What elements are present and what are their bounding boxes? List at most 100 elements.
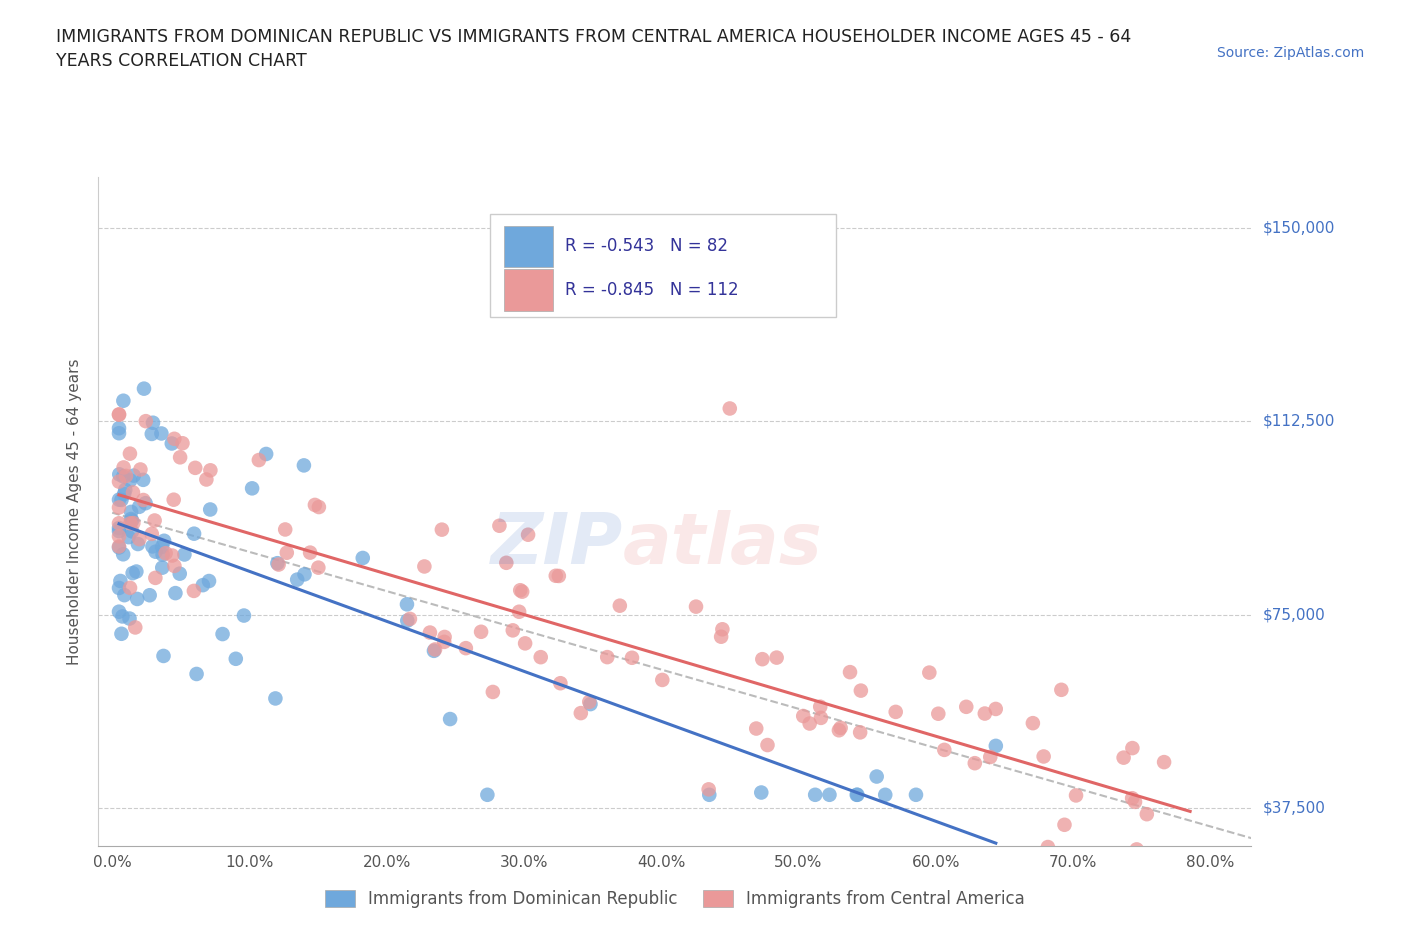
FancyBboxPatch shape (491, 214, 837, 317)
Point (547, 568, 569, 583)
Point (718, 401, 741, 416)
Point (172, 436, 194, 451)
Point (108, 426, 131, 441)
Point (799, 716, 821, 731)
Point (697, 788, 720, 803)
Point (240, 481, 263, 496)
Point (495, 555, 517, 570)
Point (142, 416, 165, 431)
Point (818, 788, 841, 803)
Point (108, 604, 131, 619)
Point (135, 414, 157, 429)
Text: atlas: atlas (623, 511, 823, 579)
Point (1050, 683, 1073, 698)
Point (118, 446, 141, 461)
Point (191, 578, 214, 592)
Point (830, 721, 852, 736)
Point (121, 565, 143, 580)
Point (596, 650, 619, 665)
Point (399, 611, 422, 626)
Point (128, 499, 150, 514)
Point (433, 634, 456, 649)
Point (294, 567, 316, 582)
Point (186, 667, 208, 682)
Point (502, 623, 524, 638)
Point (530, 650, 553, 665)
Point (150, 426, 173, 441)
Point (1178, 859, 1201, 874)
Point (454, 641, 477, 656)
Point (430, 523, 453, 538)
Point (117, 530, 139, 545)
Point (200, 502, 222, 517)
Point (984, 701, 1007, 716)
Point (108, 420, 131, 435)
Point (751, 652, 773, 667)
Point (135, 496, 157, 511)
Point (517, 527, 540, 542)
Point (395, 597, 418, 612)
Point (141, 539, 163, 554)
Point (127, 537, 149, 551)
Point (108, 539, 131, 554)
Point (110, 493, 132, 508)
Point (955, 699, 977, 714)
Point (112, 486, 135, 501)
Point (112, 469, 135, 484)
Legend: Immigrants from Dominican Republic, Immigrants from Central America: Immigrants from Dominican Republic, Immi… (318, 884, 1032, 915)
Point (918, 665, 941, 680)
Y-axis label: Householder Income Ages 45 - 64 years: Householder Income Ages 45 - 64 years (67, 358, 83, 665)
Point (110, 626, 132, 641)
Point (108, 467, 131, 482)
Point (225, 651, 247, 666)
Point (927, 706, 949, 721)
Point (141, 427, 163, 442)
Point (849, 725, 872, 740)
Point (138, 588, 160, 603)
Text: R = -0.845   N = 112: R = -0.845 N = 112 (565, 281, 740, 299)
Point (152, 648, 174, 663)
Point (697, 782, 720, 797)
Point (112, 547, 135, 562)
Point (749, 785, 772, 800)
Point (267, 557, 290, 572)
Point (979, 750, 1001, 764)
Point (544, 568, 567, 583)
Point (165, 586, 187, 601)
Point (110, 574, 132, 589)
Point (274, 522, 297, 537)
Point (120, 504, 142, 519)
Point (849, 684, 872, 698)
Point (118, 580, 141, 595)
Point (160, 548, 183, 563)
Point (804, 788, 827, 803)
Point (609, 598, 631, 613)
Point (122, 485, 145, 499)
Point (108, 492, 131, 507)
Point (264, 691, 287, 706)
Point (569, 706, 592, 721)
Point (108, 407, 131, 422)
Point (413, 559, 436, 574)
Point (163, 492, 186, 507)
Point (108, 516, 131, 531)
Point (488, 518, 510, 533)
Point (108, 521, 131, 536)
Point (112, 460, 135, 475)
Point (232, 608, 254, 623)
Text: Source: ZipAtlas.com: Source: ZipAtlas.com (1216, 46, 1364, 60)
Point (352, 551, 374, 565)
Point (482, 684, 505, 699)
Point (132, 472, 155, 487)
Point (108, 529, 131, 544)
Point (108, 407, 131, 422)
Point (685, 599, 707, 614)
Point (439, 711, 461, 726)
Point (963, 756, 986, 771)
Point (129, 462, 152, 477)
Point (470, 624, 492, 639)
Point (765, 650, 787, 665)
Point (1015, 849, 1038, 864)
Point (1129, 859, 1152, 874)
Point (419, 625, 441, 640)
